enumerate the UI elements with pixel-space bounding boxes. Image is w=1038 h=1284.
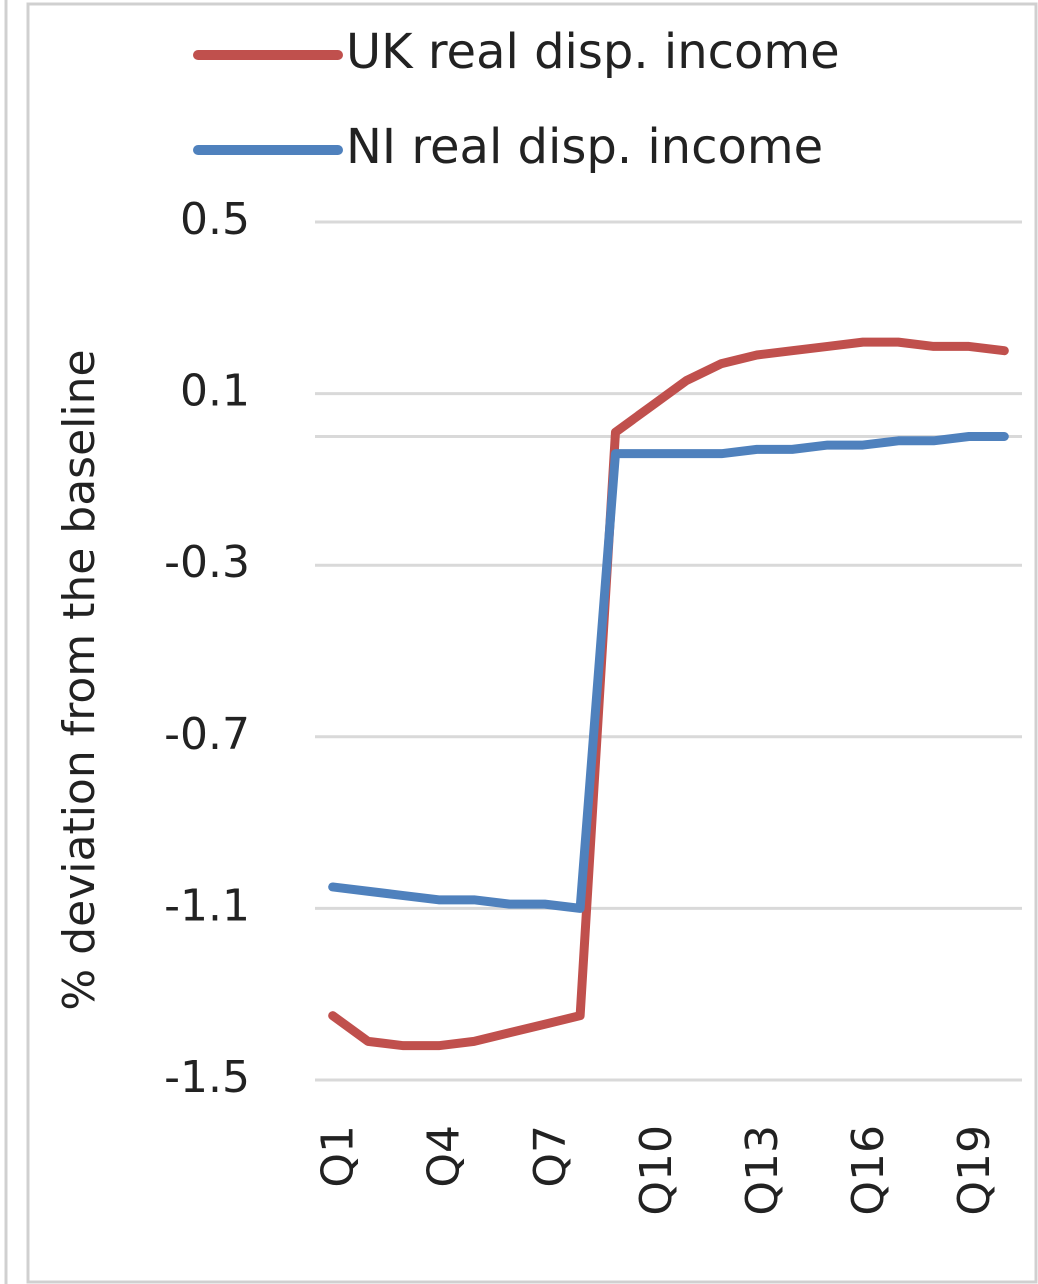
series-line: [328, 432, 1009, 913]
y-axis-label: % deviation from the baseline: [54, 349, 105, 1010]
x-tick-label: Q4: [419, 1125, 470, 1188]
x-tick-label: Q10: [631, 1125, 682, 1216]
x-tick-label: Q1: [313, 1125, 364, 1188]
y-tick-label: -1.1: [164, 880, 250, 931]
x-tick-label: Q16: [843, 1125, 894, 1216]
y-tick-label: -1.5: [164, 1052, 250, 1103]
legend-label: UK real disp. income: [346, 24, 840, 80]
legend-label: NI real disp. income: [346, 119, 823, 175]
y-tick-label: -0.3: [164, 537, 250, 588]
y-tick-label: 0.5: [180, 194, 250, 245]
y-tick-label: 0.1: [180, 366, 250, 417]
x-tick-label: Q19: [949, 1125, 1000, 1216]
y-tick-label: -0.7: [164, 709, 250, 760]
chart-frame: [26, 2, 1038, 1284]
x-tick-label: Q7: [525, 1125, 576, 1188]
x-tick-label: Q13: [737, 1125, 788, 1216]
series-line: [328, 337, 1009, 1051]
